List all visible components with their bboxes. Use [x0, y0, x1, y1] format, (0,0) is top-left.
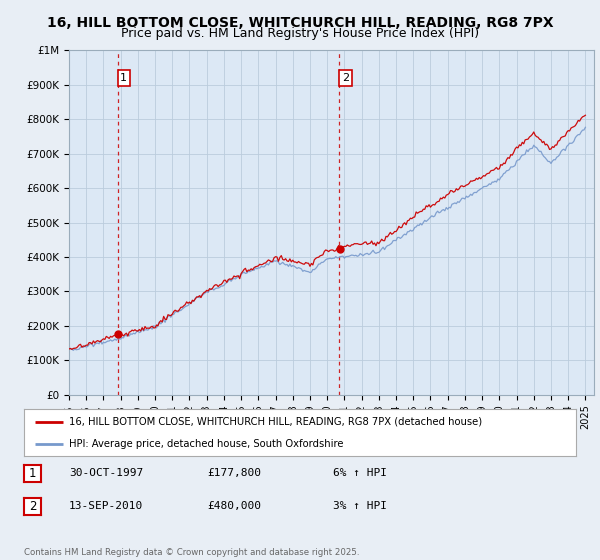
Text: 30-OCT-1997: 30-OCT-1997: [69, 468, 143, 478]
Text: 2: 2: [29, 500, 36, 513]
Text: 16, HILL BOTTOM CLOSE, WHITCHURCH HILL, READING, RG8 7PX (detached house): 16, HILL BOTTOM CLOSE, WHITCHURCH HILL, …: [69, 417, 482, 427]
Text: Price paid vs. HM Land Registry's House Price Index (HPI): Price paid vs. HM Land Registry's House …: [121, 27, 479, 40]
Text: £480,000: £480,000: [207, 501, 261, 511]
Text: 6% ↑ HPI: 6% ↑ HPI: [333, 468, 387, 478]
Text: 16, HILL BOTTOM CLOSE, WHITCHURCH HILL, READING, RG8 7PX: 16, HILL BOTTOM CLOSE, WHITCHURCH HILL, …: [47, 16, 553, 30]
Text: £177,800: £177,800: [207, 468, 261, 478]
Text: 3% ↑ HPI: 3% ↑ HPI: [333, 501, 387, 511]
Text: Contains HM Land Registry data © Crown copyright and database right 2025.
This d: Contains HM Land Registry data © Crown c…: [24, 548, 359, 560]
Text: 13-SEP-2010: 13-SEP-2010: [69, 501, 143, 511]
Text: 1: 1: [120, 73, 127, 83]
Text: HPI: Average price, detached house, South Oxfordshire: HPI: Average price, detached house, Sout…: [69, 438, 344, 449]
Text: 1: 1: [29, 467, 36, 480]
Text: 2: 2: [342, 73, 349, 83]
